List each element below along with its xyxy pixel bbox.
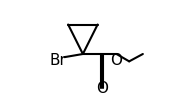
Text: O: O: [111, 53, 123, 68]
Text: O: O: [96, 81, 108, 96]
Text: Br: Br: [49, 53, 66, 68]
